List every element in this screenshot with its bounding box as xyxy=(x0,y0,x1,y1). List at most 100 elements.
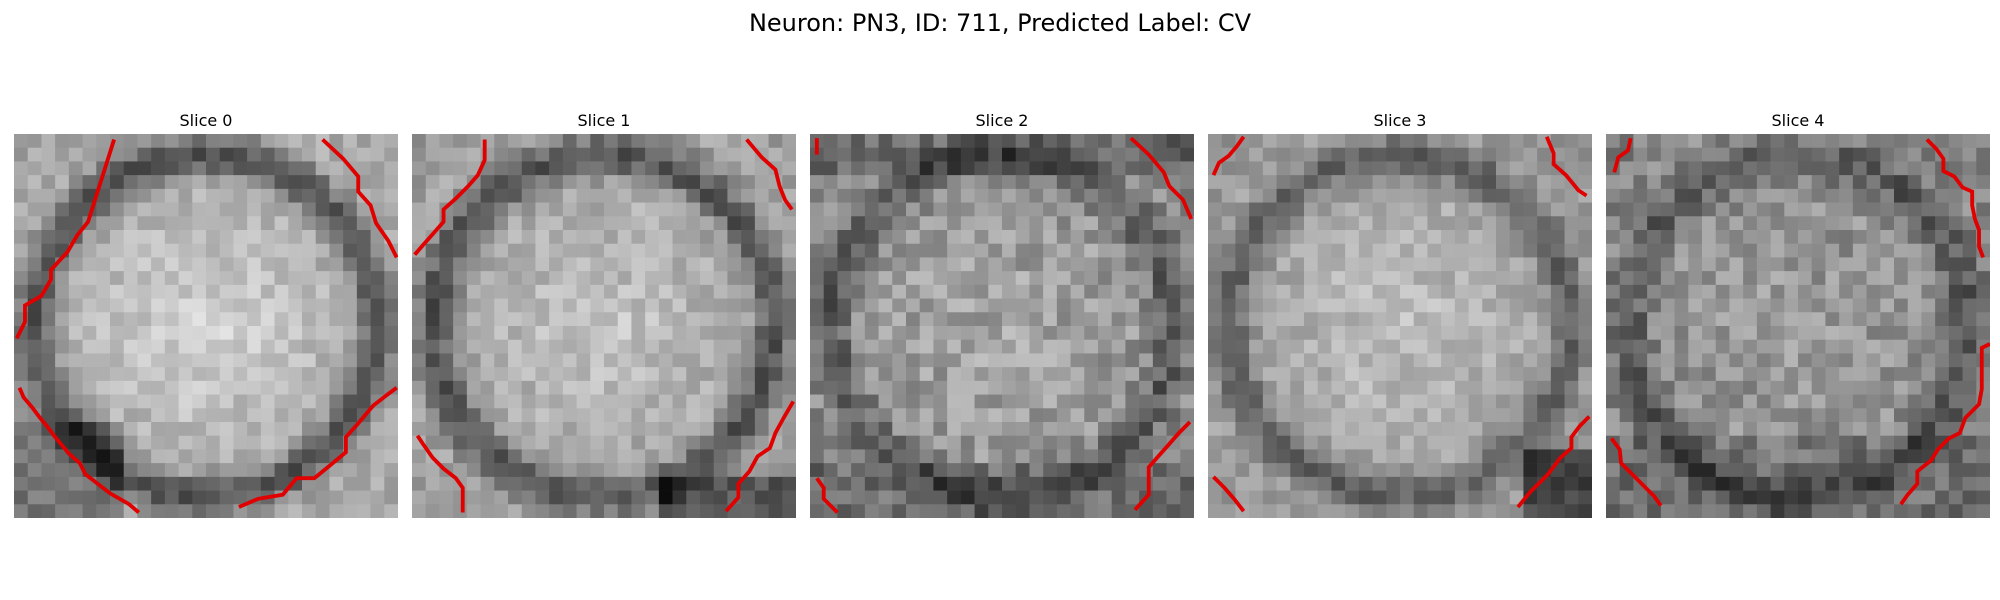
image-pixel xyxy=(1702,340,1716,354)
image-pixel xyxy=(947,340,961,354)
image-pixel xyxy=(1084,312,1098,326)
image-pixel xyxy=(1798,134,1812,148)
image-pixel xyxy=(1414,395,1428,409)
image-pixel xyxy=(1688,381,1702,395)
image-pixel xyxy=(1839,353,1853,367)
image-pixel xyxy=(1441,175,1455,189)
image-pixel xyxy=(1222,326,1236,340)
image-pixel xyxy=(1757,175,1771,189)
image-pixel xyxy=(151,148,165,162)
image-pixel xyxy=(1441,299,1455,313)
image-pixel xyxy=(124,436,138,450)
image-pixel xyxy=(1894,299,1908,313)
image-pixel xyxy=(727,244,741,258)
image-pixel xyxy=(1469,353,1483,367)
image-pixel xyxy=(1976,271,1990,285)
image-pixel xyxy=(631,134,645,148)
image-pixel xyxy=(1345,175,1359,189)
image-pixel xyxy=(1867,381,1881,395)
image-pixel xyxy=(686,148,700,162)
image-pixel xyxy=(14,244,28,258)
image-pixel xyxy=(1661,148,1675,162)
image-pixel xyxy=(920,299,934,313)
image-pixel xyxy=(522,312,536,326)
image-pixel xyxy=(124,340,138,354)
image-pixel xyxy=(481,230,495,244)
image-pixel xyxy=(1935,189,1949,203)
image-pixel xyxy=(1222,436,1236,450)
image-pixel xyxy=(302,326,316,340)
image-pixel xyxy=(1304,477,1318,491)
image-pixel xyxy=(1661,367,1675,381)
image-pixel xyxy=(28,161,42,175)
image-pixel xyxy=(1043,271,1057,285)
image-pixel xyxy=(947,161,961,175)
image-pixel xyxy=(494,381,508,395)
image-pixel xyxy=(1277,148,1291,162)
image-pixel xyxy=(1263,216,1277,230)
image-pixel xyxy=(837,436,851,450)
image-pixel xyxy=(741,353,755,367)
image-pixel xyxy=(83,367,97,381)
image-pixel xyxy=(1757,353,1771,367)
image-pixel xyxy=(1304,353,1318,367)
image-pixel xyxy=(110,504,124,518)
image-pixel xyxy=(206,436,220,450)
image-pixel xyxy=(1427,230,1441,244)
image-pixel xyxy=(1606,340,1620,354)
image-pixel xyxy=(879,408,893,422)
image-pixel xyxy=(837,504,851,518)
image-pixel xyxy=(1112,491,1126,505)
image-pixel xyxy=(69,477,83,491)
image-pixel xyxy=(1455,367,1469,381)
image-pixel xyxy=(1812,257,1826,271)
image-pixel xyxy=(727,257,741,271)
image-pixel xyxy=(124,244,138,258)
image-pixel xyxy=(275,353,289,367)
image-pixel xyxy=(1043,463,1057,477)
image-pixel xyxy=(961,161,975,175)
image-pixel xyxy=(920,353,934,367)
image-pixel xyxy=(41,326,55,340)
image-pixel xyxy=(371,422,385,436)
image-pixel xyxy=(1620,299,1634,313)
image-pixel xyxy=(1880,491,1894,505)
image-pixel xyxy=(343,230,357,244)
image-pixel xyxy=(233,161,247,175)
image-pixel xyxy=(1976,161,1990,175)
image-pixel xyxy=(727,449,741,463)
image-pixel xyxy=(1208,175,1222,189)
image-pixel xyxy=(55,353,69,367)
image-pixel xyxy=(1098,477,1112,491)
image-pixel xyxy=(522,504,536,518)
image-pixel xyxy=(316,436,330,450)
image-pixel xyxy=(892,230,906,244)
image-pixel xyxy=(110,216,124,230)
image-pixel xyxy=(1427,299,1441,313)
image-pixel xyxy=(727,148,741,162)
image-pixel xyxy=(206,216,220,230)
image-pixel xyxy=(1373,463,1387,477)
image-pixel xyxy=(1867,340,1881,354)
image-pixel xyxy=(1414,299,1428,313)
image-pixel xyxy=(1537,271,1551,285)
image-pixel xyxy=(384,353,398,367)
image-pixel xyxy=(220,148,234,162)
image-pixel xyxy=(1688,504,1702,518)
image-pixel xyxy=(1071,381,1085,395)
image-pixel xyxy=(1976,312,1990,326)
image-pixel xyxy=(1812,422,1826,436)
image-pixel xyxy=(1839,449,1853,463)
image-pixel xyxy=(1153,257,1167,271)
image-pixel xyxy=(659,161,673,175)
image-pixel xyxy=(1784,312,1798,326)
image-pixel xyxy=(69,175,83,189)
image-pixel xyxy=(1153,408,1167,422)
image-pixel xyxy=(1386,244,1400,258)
image-pixel xyxy=(1125,353,1139,367)
image-pixel xyxy=(1647,148,1661,162)
image-pixel xyxy=(1290,230,1304,244)
image-pixel xyxy=(782,148,796,162)
image-pixel xyxy=(1523,504,1537,518)
image-pixel xyxy=(137,477,151,491)
